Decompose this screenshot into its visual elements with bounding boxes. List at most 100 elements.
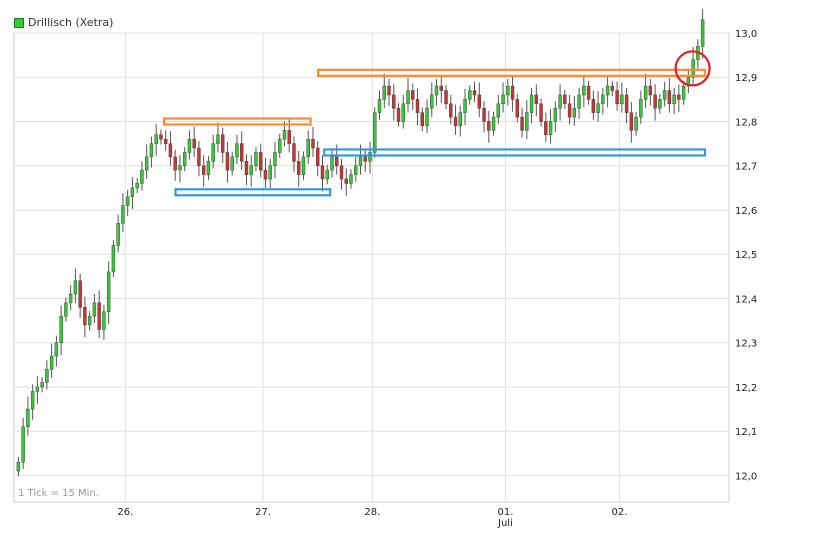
candle-body <box>572 107 577 118</box>
candle-body <box>235 143 239 158</box>
candle-body <box>325 169 329 180</box>
candle-body <box>125 196 130 206</box>
candle-body <box>491 116 496 131</box>
candle-body <box>363 156 367 162</box>
y-tick-label: 12,3 <box>735 339 757 350</box>
annotations <box>163 50 711 197</box>
candle-body <box>634 116 638 131</box>
candle-body <box>258 152 263 171</box>
candle-body <box>16 461 21 472</box>
y-tick-label: 12,1 <box>735 427 757 438</box>
candle-body <box>477 94 482 109</box>
candle-body <box>643 85 648 100</box>
candle-body <box>591 99 596 113</box>
candle-body <box>320 165 325 180</box>
candle-body <box>192 138 196 149</box>
candle-body <box>78 280 82 308</box>
x-tick-label: 27. <box>255 507 271 518</box>
candle-body <box>444 90 448 105</box>
candle-body <box>249 165 253 175</box>
candle-body <box>582 85 586 96</box>
highlight-circle <box>674 50 711 87</box>
candle-body <box>439 85 444 91</box>
candle-body <box>54 342 59 357</box>
candle-body <box>629 112 634 131</box>
candle-body <box>529 94 534 113</box>
candle-body <box>639 99 643 118</box>
candle-body <box>73 280 78 295</box>
candle-body <box>482 107 486 122</box>
candle-body <box>401 103 405 122</box>
candle-body <box>339 165 344 180</box>
candle-body <box>87 315 92 326</box>
candle-body <box>425 107 429 127</box>
candle-body <box>40 382 44 388</box>
candle-body <box>354 165 358 175</box>
candle-body <box>254 152 258 166</box>
candle-body <box>487 121 491 131</box>
legend: Drillisch (Xetra) <box>14 16 113 29</box>
candle-body <box>672 94 676 105</box>
candle-body <box>368 152 372 162</box>
candle-body <box>686 76 691 87</box>
candle-body <box>102 311 106 330</box>
candle-body <box>406 90 410 105</box>
candle-body <box>396 107 401 122</box>
candle-body <box>277 138 282 153</box>
candle-body <box>373 112 377 153</box>
candle-body <box>92 302 97 317</box>
y-tick-label: 12,5 <box>735 250 757 261</box>
candle-body <box>548 121 553 136</box>
candle-body <box>510 85 515 100</box>
candle-body <box>539 103 543 122</box>
candle-body <box>111 245 116 273</box>
candle-body <box>648 85 653 96</box>
candle-body <box>197 147 201 166</box>
candle-body <box>420 112 424 127</box>
candle-body <box>496 103 501 118</box>
candle-body <box>653 94 657 109</box>
candle-body <box>220 134 225 153</box>
candle-body <box>292 143 296 162</box>
candle-body <box>225 152 230 171</box>
candle-body <box>392 94 396 109</box>
candle-body <box>306 138 310 158</box>
x-tick-label: 02. <box>612 507 628 518</box>
candle-body <box>30 391 35 410</box>
candle-body <box>577 94 581 109</box>
candle-body <box>358 156 363 166</box>
candle-body <box>344 178 348 184</box>
candle-body <box>558 94 562 109</box>
candle-body <box>316 147 320 166</box>
candle-body <box>596 103 600 113</box>
candle-body <box>64 302 68 317</box>
candle-body <box>586 85 591 100</box>
candle-body <box>239 143 244 162</box>
candle-body <box>206 161 211 175</box>
candle-body <box>201 165 206 175</box>
candle-body <box>140 169 144 184</box>
candle-body <box>35 386 40 392</box>
candle-body <box>335 156 339 166</box>
resistance-band <box>163 117 312 126</box>
support-band <box>323 148 707 157</box>
candle-body <box>453 116 458 127</box>
candle-body <box>382 85 386 100</box>
y-tick-label: 12,8 <box>735 117 757 128</box>
candle-body <box>159 134 163 140</box>
candle-body <box>430 94 434 109</box>
candle-body <box>187 138 192 153</box>
candle-body <box>377 99 382 113</box>
y-tick-label: 12,7 <box>735 162 757 173</box>
support-band <box>174 188 332 197</box>
x-tick-sublabel: Juli <box>497 518 513 529</box>
candle-body <box>268 165 272 180</box>
candle-body <box>178 165 182 171</box>
candle-body <box>458 112 463 127</box>
candle-body <box>472 90 477 96</box>
resistance-band <box>317 68 707 77</box>
candle-body <box>97 302 101 330</box>
candle-body <box>615 90 619 105</box>
plot-area <box>13 32 730 503</box>
